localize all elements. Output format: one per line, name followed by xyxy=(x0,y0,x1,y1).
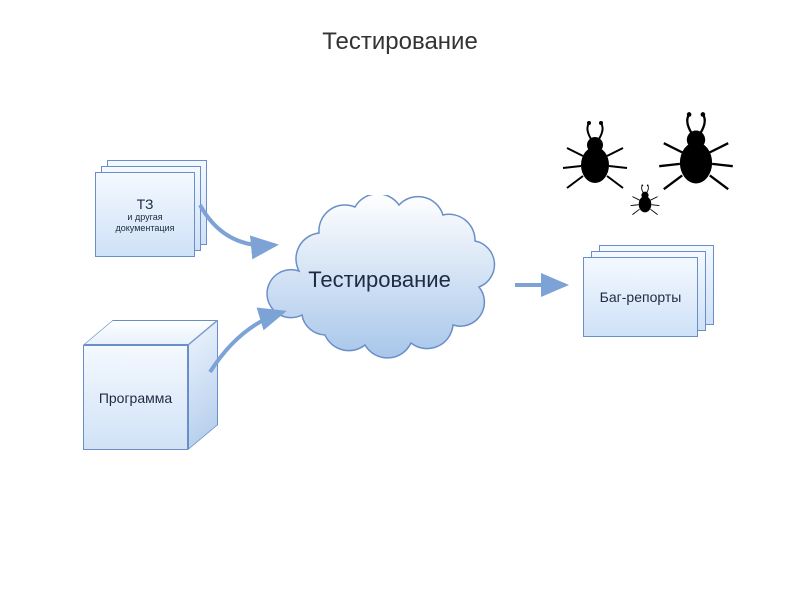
testing-label: Тестирование xyxy=(262,195,497,365)
bugs-group xyxy=(545,110,745,225)
node-spec-docs: ТЗ и другая документация xyxy=(95,160,205,255)
bug-icon xyxy=(660,115,732,199)
arrow-spec-to-testing xyxy=(195,200,290,260)
cube-front-face: Программа xyxy=(83,345,188,450)
bug-icon xyxy=(565,125,625,195)
arrow-testing-to-reports xyxy=(510,275,575,295)
node-bug-reports: Баг-репорты xyxy=(583,245,713,345)
program-label: Программа xyxy=(99,390,172,406)
arrow-program-to-testing xyxy=(205,300,295,380)
node-label: ТЗ и другая документация xyxy=(95,172,195,257)
node-program: Программа xyxy=(83,320,218,455)
page-title: Тестирование xyxy=(0,28,800,56)
spec-title: ТЗ xyxy=(137,196,154,212)
spec-subtitle: и другая документация xyxy=(95,212,195,234)
node-testing-cloud: Тестирование xyxy=(262,195,497,365)
reports-label: Баг-репорты xyxy=(583,257,698,337)
bug-icon xyxy=(630,185,660,220)
